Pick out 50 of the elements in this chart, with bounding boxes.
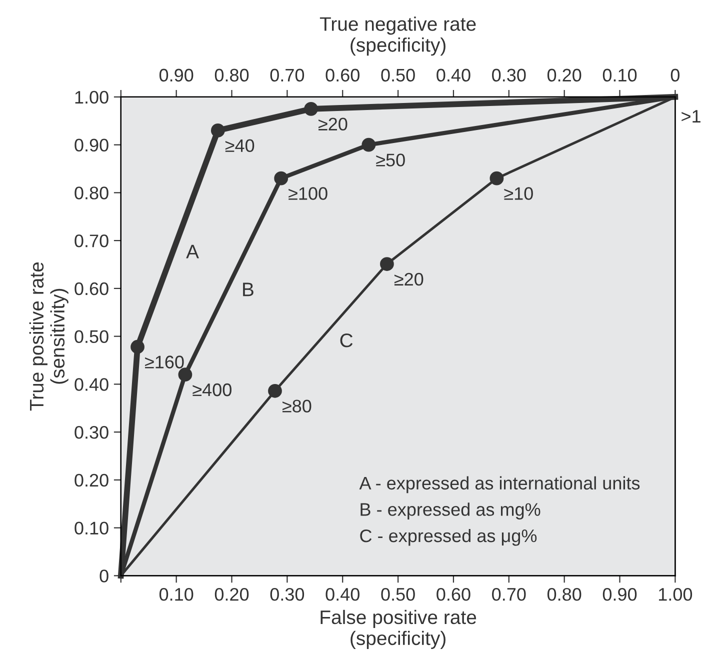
annotation: ≥400 [192, 383, 232, 396]
annotation: >1 [682, 110, 700, 123]
x-tick-label: 0.20 [214, 588, 249, 601]
annotation: ≥20 [318, 118, 348, 131]
annotation: ≥10 [504, 187, 533, 200]
x-tick-label: 0.60 [436, 588, 470, 601]
x2-tick-label: 0 [670, 68, 680, 82]
y-tick-label: 0.50 [74, 330, 108, 344]
annotation: A - expressed as international units [359, 476, 640, 494]
y-tick-label: 0.90 [74, 138, 108, 152]
y-tick-label: 0.40 [74, 378, 108, 391]
x2-tick-label: 0.50 [381, 68, 415, 82]
y-tick-label: 0.30 [74, 426, 108, 439]
x2-tick-label: 0.30 [492, 68, 526, 82]
x-tick-label: 0.80 [547, 588, 582, 601]
series-label: C [340, 334, 353, 348]
x2-tick-label: 0.90 [159, 68, 194, 82]
y-tick-label: 0.10 [74, 522, 108, 535]
annotation: ≥80 [282, 400, 312, 412]
x-tick-label: 1.00 [658, 588, 692, 601]
x-tick-label: 0.10 [159, 588, 194, 601]
y-tick-label: 0.60 [74, 282, 108, 296]
x2-tick-label: 0.40 [436, 68, 470, 82]
y-tick-label: 0.70 [74, 234, 108, 248]
annotation: ≥40 [225, 139, 254, 152]
x-tick-label: 0.40 [326, 588, 360, 601]
y-tick-label: 0.20 [74, 474, 108, 487]
annotation: ≥20 [394, 272, 424, 286]
y-axis-title: True positive rate (sensitivity) [29, 262, 68, 411]
x-tick-label: 0.90 [602, 588, 637, 601]
annotation: ≥50 [376, 154, 405, 166]
x2-tick-label: 0.70 [270, 68, 304, 82]
x-tick-label: 0.30 [270, 588, 304, 601]
x-tick-label: 0.70 [492, 588, 526, 601]
y-tick-label: 1.00 [75, 90, 108, 104]
x2-tick-label: 0.20 [547, 68, 582, 82]
x2-tick-label: 0.80 [214, 68, 249, 82]
y-tick-label: 0.80 [74, 186, 108, 200]
annotation: ≥100 [288, 187, 328, 200]
series-label: B [243, 282, 254, 296]
annotation: ≥160 [145, 356, 184, 368]
x2-tick-label: 0.10 [602, 68, 637, 82]
annotation: B - expressed as mg% [360, 502, 540, 520]
x2-axis-title: True negative rate (specificity) [320, 16, 476, 56]
series-label: A [186, 244, 199, 258]
annotation: C - expressed as μg% [360, 528, 537, 546]
x-axis-title: False positive rate (specificity) [320, 610, 476, 649]
x-tick-label: 0.50 [381, 588, 415, 601]
y-tick-label: 0 [100, 570, 108, 582]
x2-tick-label: 0.60 [326, 68, 360, 82]
